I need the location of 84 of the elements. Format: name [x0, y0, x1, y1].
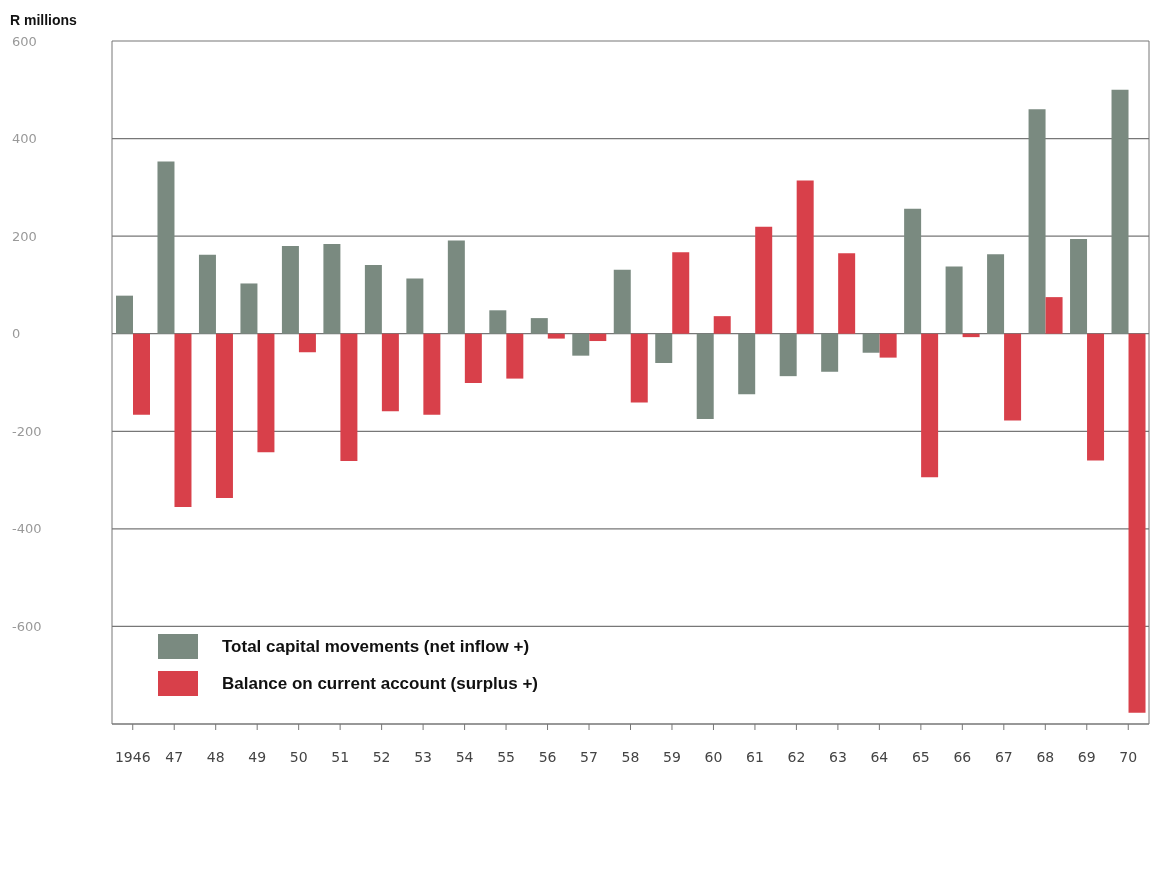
x-tick-label: 64	[870, 748, 889, 765]
x-tick-label: 51	[331, 748, 350, 765]
x-tick-label: 50	[289, 748, 308, 765]
x-tick-label: 55	[497, 748, 515, 765]
x-tick-label: 47	[165, 748, 184, 765]
bar	[779, 333, 797, 377]
x-tick-label: 65	[911, 748, 930, 765]
y-tick-label: -200	[12, 423, 42, 439]
y-axis-title: R millions	[10, 11, 78, 28]
y-tick-label: -600	[12, 619, 42, 635]
x-tick-label: 68	[1036, 748, 1055, 765]
x-tick-label: 48	[206, 748, 225, 765]
bar	[672, 252, 690, 334]
bar	[738, 333, 756, 395]
x-tick-label: 63	[828, 748, 847, 765]
bar	[838, 253, 856, 334]
x-tick-label: 56	[538, 748, 557, 765]
bar	[879, 333, 897, 358]
bar	[713, 316, 731, 334]
bar	[1028, 109, 1046, 334]
x-tick-label: 58	[621, 748, 640, 765]
x-tick-label: 54	[455, 748, 474, 765]
y-tick-label: 600	[12, 33, 37, 49]
x-tick-label: 53	[414, 748, 433, 765]
x-tick-label: 66	[953, 748, 972, 765]
bar	[1087, 333, 1105, 461]
bar	[530, 318, 548, 334]
bar	[174, 333, 192, 507]
x-tick-label: 59	[663, 748, 681, 765]
bar	[796, 180, 814, 334]
x-tick-label: 60	[704, 748, 723, 765]
bar	[447, 240, 465, 334]
bar	[1070, 239, 1088, 334]
x-tick-label: 69	[1077, 748, 1096, 765]
bar	[506, 333, 524, 379]
x-tick-label: 70	[1119, 748, 1138, 765]
bar	[1128, 333, 1146, 713]
bar	[1045, 297, 1063, 334]
bar	[696, 333, 714, 420]
bar	[589, 333, 607, 342]
bar	[464, 333, 482, 383]
bar	[655, 333, 673, 363]
bar	[298, 333, 316, 353]
bar	[862, 333, 880, 353]
bar	[381, 333, 399, 412]
bar	[572, 333, 590, 356]
bar	[364, 264, 382, 334]
x-tick-label: 62	[787, 748, 806, 765]
bar	[198, 254, 216, 334]
bar	[257, 333, 275, 453]
bar	[945, 266, 963, 334]
x-tick-label: 57	[580, 748, 598, 765]
bar	[323, 243, 341, 334]
legend-label: Total capital movements (net inflow +)	[222, 636, 530, 657]
bar	[755, 226, 773, 334]
y-tick-label: 400	[12, 131, 37, 147]
bar	[215, 333, 233, 499]
bar	[547, 333, 565, 339]
x-tick-label: 52	[372, 748, 391, 765]
bar	[240, 283, 258, 334]
bar	[904, 208, 922, 334]
y-tick-label: -400	[12, 521, 42, 537]
bar	[340, 333, 358, 462]
bar	[489, 310, 507, 334]
bar	[630, 333, 648, 403]
x-tick-label: 67	[994, 748, 1013, 765]
bar	[1111, 89, 1129, 334]
bar	[987, 254, 1005, 334]
bar	[1004, 333, 1022, 421]
bar	[423, 333, 441, 415]
bar	[821, 333, 839, 372]
bar	[157, 161, 175, 334]
x-tick-label: 1946	[114, 748, 151, 765]
legend-label: Balance on current account (surplus +)	[222, 673, 538, 694]
bar	[921, 333, 939, 478]
x-tick-label: 61	[746, 748, 764, 765]
bar	[281, 245, 299, 334]
bar	[613, 269, 631, 334]
y-tick-label: 0	[12, 326, 21, 342]
x-tick-label: 49	[248, 748, 267, 765]
bar	[133, 333, 150, 415]
bar	[406, 278, 424, 334]
y-tick-label: 200	[12, 228, 37, 244]
bar	[116, 295, 133, 334]
